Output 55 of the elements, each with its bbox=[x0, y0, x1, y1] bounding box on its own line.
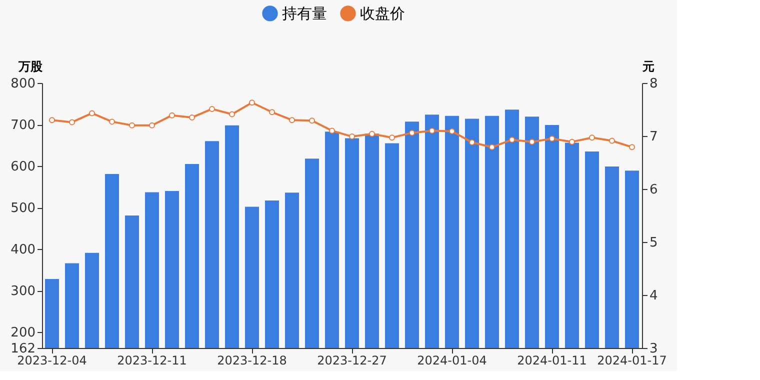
y2-tick-label: 7 bbox=[650, 130, 658, 144]
point bbox=[209, 106, 215, 112]
y2-tick-label: 5 bbox=[650, 236, 658, 250]
point bbox=[509, 136, 515, 143]
x-tick-label: 2023-12-18 bbox=[217, 354, 287, 368]
legend-label: 收盘价 bbox=[360, 4, 405, 22]
point bbox=[229, 111, 235, 118]
point bbox=[109, 118, 115, 125]
x-tick-label: 2024-01-11 bbox=[517, 354, 587, 368]
point bbox=[269, 109, 275, 116]
y-axis-title: 万股 bbox=[18, 60, 44, 74]
point bbox=[529, 138, 535, 145]
y-tick-label: 162 bbox=[10, 342, 36, 356]
point bbox=[409, 130, 415, 136]
point bbox=[489, 144, 495, 150]
y2-tick-label: 4 bbox=[650, 288, 658, 304]
point bbox=[449, 128, 455, 134]
point bbox=[169, 112, 175, 118]
point bbox=[69, 119, 75, 126]
y-tick-label: 700 bbox=[10, 118, 36, 134]
point bbox=[569, 138, 575, 145]
point bbox=[629, 144, 635, 150]
point bbox=[329, 128, 335, 134]
point bbox=[589, 134, 595, 141]
point bbox=[189, 114, 195, 120]
point bbox=[389, 134, 395, 141]
y2-axis-title: 元 bbox=[642, 60, 654, 74]
y2-tick-label: 3 bbox=[650, 342, 658, 356]
point bbox=[289, 117, 295, 124]
point bbox=[549, 136, 555, 142]
point bbox=[349, 134, 355, 140]
y-tick-label: 600 bbox=[10, 160, 36, 175]
point bbox=[89, 110, 95, 116]
x-tick-label: 2024-01-17 bbox=[597, 354, 667, 368]
y-tick-label: 500 bbox=[10, 201, 36, 216]
y-tick-label: 800 bbox=[10, 76, 36, 92]
legend-label: 持有量 bbox=[282, 4, 327, 22]
y2-tick-label: 6 bbox=[650, 182, 658, 198]
x-tick-label: 2023-12-11 bbox=[117, 354, 187, 368]
y-tick-label: 300 bbox=[10, 284, 36, 300]
point bbox=[609, 138, 615, 144]
x-tick-label: 2023-12-04 bbox=[17, 354, 87, 368]
point bbox=[249, 100, 255, 106]
point bbox=[429, 128, 435, 134]
y-tick-label: 400 bbox=[10, 242, 36, 258]
point bbox=[49, 117, 55, 124]
y2-tick-label: 8 bbox=[650, 76, 658, 92]
point bbox=[309, 118, 315, 124]
x-tick-label: 2024-01-04 bbox=[417, 354, 487, 368]
point bbox=[469, 139, 475, 146]
point bbox=[149, 122, 155, 128]
x-tick-label: 2023-12-27 bbox=[317, 354, 387, 368]
point bbox=[369, 130, 375, 137]
y-tick-label: 200 bbox=[10, 326, 36, 341]
point bbox=[129, 122, 135, 128]
